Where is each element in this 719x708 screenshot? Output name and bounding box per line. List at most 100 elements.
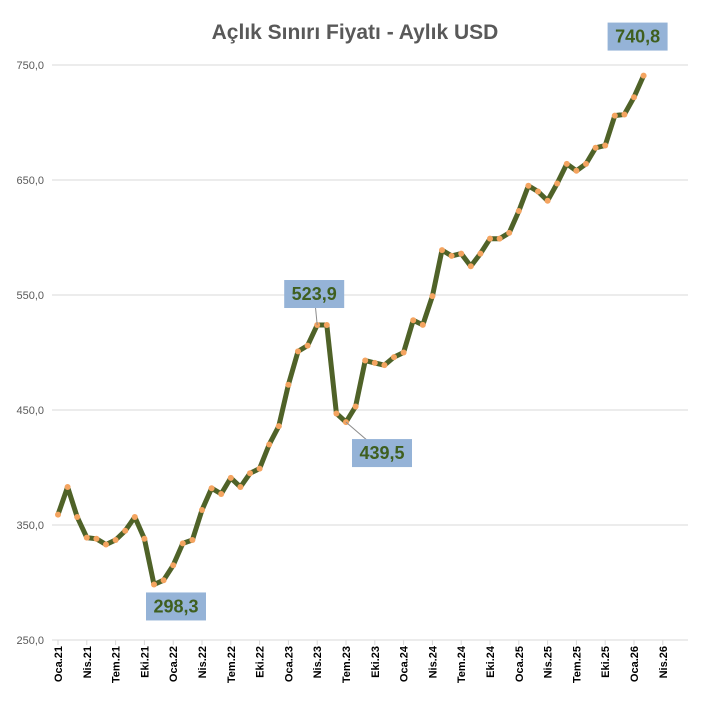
data-point bbox=[631, 94, 637, 101]
data-point bbox=[83, 534, 90, 541]
chart-title: Açlık Sınırı Fiyatı - Aylık USD bbox=[212, 21, 499, 44]
y-tick-label: 650,0 bbox=[16, 175, 44, 187]
data-point bbox=[112, 536, 119, 543]
data-point bbox=[400, 349, 407, 356]
data-point bbox=[237, 484, 244, 491]
data-point bbox=[256, 465, 263, 472]
x-tick-label: Oca.26 bbox=[629, 646, 641, 682]
data-point bbox=[439, 247, 445, 254]
y-tick-label: 550,0 bbox=[16, 290, 44, 302]
data-point bbox=[458, 250, 465, 257]
x-tick-label: Eki.23 bbox=[370, 646, 382, 678]
data-point bbox=[573, 167, 580, 174]
data-point bbox=[141, 535, 148, 542]
data-label-box bbox=[146, 592, 206, 621]
data-point bbox=[429, 293, 436, 300]
y-tick-label: 450,0 bbox=[16, 405, 44, 417]
data-point bbox=[285, 381, 292, 388]
x-tick-label: Eki.24 bbox=[485, 645, 497, 678]
data-point bbox=[227, 474, 234, 481]
data-point bbox=[602, 142, 609, 149]
data-point bbox=[371, 359, 378, 366]
data-point bbox=[160, 577, 167, 584]
x-tick-label: Tem.23 bbox=[341, 646, 353, 683]
data-point bbox=[592, 144, 599, 151]
data-point bbox=[506, 229, 513, 236]
data-point bbox=[93, 535, 100, 542]
y-axis: 250,0 350,0 450,0 550,0 650,0 750,0 bbox=[16, 60, 44, 647]
x-tick-label: Oca.23 bbox=[283, 646, 295, 682]
data-label-box bbox=[284, 280, 345, 309]
data-point bbox=[275, 423, 282, 430]
x-tick-label: Tem.22 bbox=[226, 646, 238, 683]
data-point bbox=[467, 263, 474, 270]
data-point bbox=[64, 484, 71, 491]
data-point bbox=[352, 403, 359, 410]
y-tick-label: 250,0 bbox=[16, 635, 44, 647]
data-point bbox=[410, 317, 417, 324]
data-label-box bbox=[607, 22, 668, 51]
x-tick-label: Tem.25 bbox=[571, 646, 583, 683]
data-point bbox=[525, 182, 532, 189]
data-labels: 298,3 523,9 439,5 740,8 bbox=[146, 22, 668, 621]
x-tick-label: Oca.22 bbox=[168, 646, 180, 682]
data-point bbox=[640, 72, 647, 79]
gridlines bbox=[52, 64, 688, 526]
x-tick-label: Nis.26 bbox=[658, 646, 670, 678]
data-point bbox=[199, 507, 205, 514]
x-axis: Oca.21 Nis.21 Tem.21 Eki.21 Oca.22 Nis.22 Tem.… bbox=[53, 640, 670, 683]
data-point bbox=[515, 208, 522, 215]
data-point bbox=[477, 250, 484, 257]
data-point bbox=[381, 362, 388, 369]
x-tick-label: Oca.25 bbox=[514, 646, 526, 682]
data-label: 439,5 bbox=[359, 443, 404, 463]
data-point bbox=[621, 111, 628, 118]
data-point bbox=[122, 527, 129, 534]
data-point bbox=[179, 540, 186, 547]
x-tick-label: Tem.24 bbox=[456, 645, 468, 683]
data-point bbox=[323, 322, 330, 329]
x-tick-label: Nis.21 bbox=[82, 646, 94, 678]
data-point bbox=[103, 541, 109, 548]
data-point bbox=[563, 160, 570, 167]
data-point bbox=[496, 235, 503, 242]
series-line-group bbox=[55, 73, 647, 587]
data-point bbox=[218, 490, 225, 497]
x-tick-label: Eki.21 bbox=[139, 646, 151, 678]
data-label: 523,9 bbox=[292, 284, 337, 304]
data-point bbox=[583, 160, 589, 167]
data-point bbox=[448, 252, 455, 259]
data-point bbox=[544, 197, 551, 204]
x-tick-label: Nis.24 bbox=[427, 645, 439, 678]
data-point bbox=[554, 180, 561, 187]
x-tick-label: Eki.25 bbox=[600, 646, 612, 678]
data-point bbox=[362, 357, 369, 364]
data-point bbox=[333, 410, 340, 417]
data-point bbox=[151, 581, 157, 588]
x-tick-label: Nis.25 bbox=[543, 646, 555, 678]
data-point bbox=[208, 485, 215, 492]
data-point bbox=[74, 513, 81, 520]
data-point bbox=[170, 562, 177, 569]
series-line bbox=[55, 73, 647, 587]
data-point bbox=[131, 513, 138, 520]
x-tick-label: Nis.22 bbox=[197, 646, 209, 678]
data-point bbox=[611, 112, 618, 119]
data-label: 740,8 bbox=[615, 27, 660, 47]
x-tick-label: Oca.21 bbox=[53, 646, 65, 682]
data-label-box bbox=[352, 439, 412, 468]
series-markers bbox=[55, 72, 647, 588]
data-point bbox=[295, 348, 301, 355]
x-tick-label: Nis.23 bbox=[312, 646, 324, 678]
x-tick-label: Eki.22 bbox=[255, 646, 267, 678]
data-point bbox=[419, 321, 426, 328]
data-point bbox=[189, 536, 196, 543]
data-label: 298,3 bbox=[153, 596, 198, 616]
data-point bbox=[247, 470, 253, 477]
data-point bbox=[487, 235, 493, 242]
data-point bbox=[266, 441, 273, 448]
y-tick-label: 350,0 bbox=[16, 520, 44, 532]
x-tick-label: Oca.24 bbox=[399, 645, 411, 682]
x-tick-label: Tem.21 bbox=[111, 646, 123, 683]
